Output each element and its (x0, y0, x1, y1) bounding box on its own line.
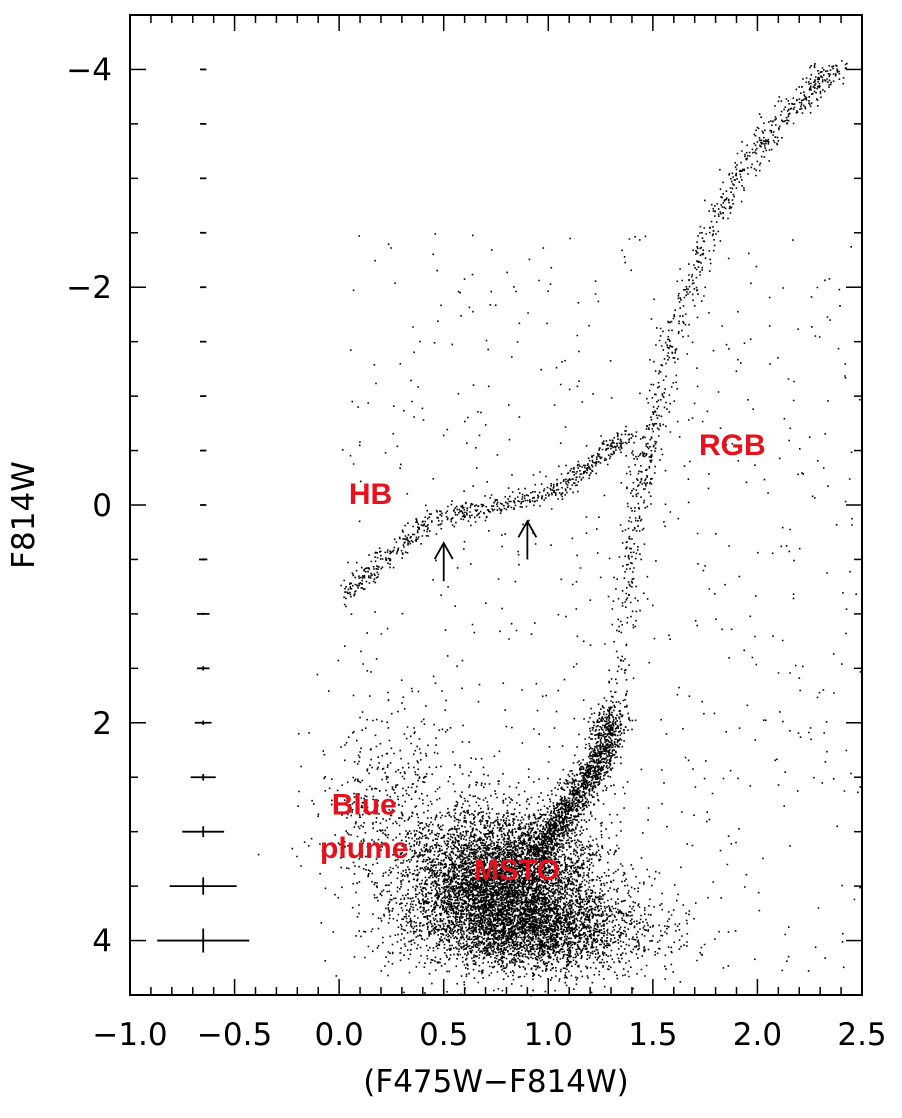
annotation-label: RGB (699, 429, 766, 462)
scatter-points (257, 60, 862, 997)
y-axis: −4 −2 0 2 4 (66, 14, 862, 996)
y-axis-label: F814W (6, 461, 42, 569)
x-tick-label: 2.5 (837, 1017, 886, 1053)
x-tick-label: 0.5 (419, 1017, 468, 1053)
annotation-label: MSTO (474, 854, 560, 887)
data-points (257, 60, 862, 997)
x-tick-label: 1.0 (524, 1017, 573, 1053)
annotations: RGB HB MSTO Blue plume (320, 429, 766, 887)
y-tick-label: 2 (92, 706, 112, 742)
y-tick-label: 4 (92, 924, 112, 960)
x-axis-label: (F475W−F814W) (363, 1064, 628, 1100)
x-tick-label: 0.0 (314, 1017, 363, 1053)
x-axis: −1.0 −0.5 0.0 0.5 1.0 1.5 2.0 2.5 (92, 15, 887, 1053)
arrow-head (433, 541, 454, 560)
y-tick-label: −4 (66, 52, 112, 88)
error-bars (157, 68, 250, 953)
x-tick-label: 2.0 (733, 1017, 782, 1053)
annotation-label: plume (320, 832, 408, 865)
y-tick-label: 0 (92, 488, 112, 524)
arrow-head (517, 519, 538, 538)
annotation-label: Blue (332, 788, 397, 821)
x-tick-label: 1.5 (628, 1017, 677, 1053)
y-tick-label: −2 (66, 270, 112, 306)
annotation-arrows (433, 519, 538, 582)
x-tick-label: −1.0 (92, 1017, 167, 1053)
x-tick-label: −0.5 (197, 1017, 272, 1053)
annotation-label: HB (349, 478, 392, 511)
